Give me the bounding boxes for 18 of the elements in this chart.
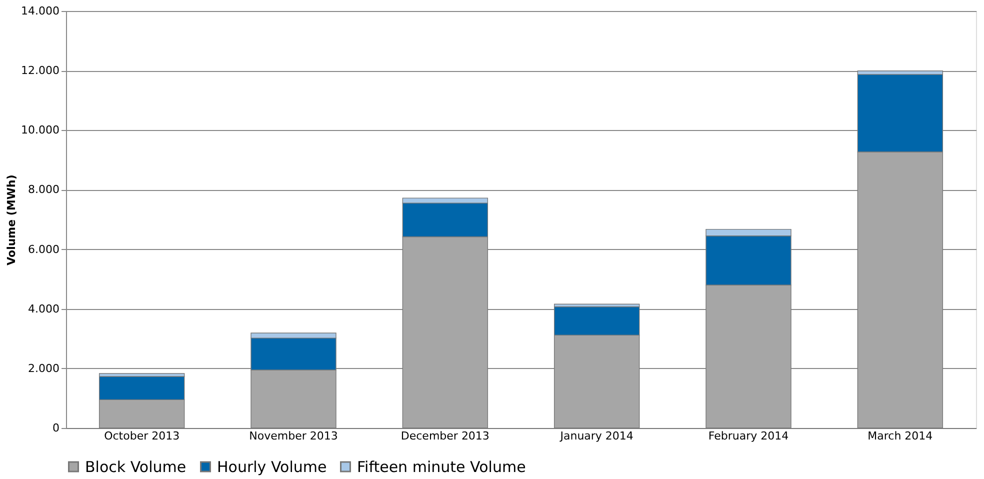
y-tick-label: 2.000 <box>28 362 60 375</box>
x-tick-label: March 2014 <box>868 430 933 442</box>
y-tick-label: 14.000 <box>21 4 60 18</box>
x-tick-label: November 2013 <box>249 430 338 442</box>
legend-label: Hourly Volume <box>217 458 327 476</box>
y-tick-label: 0 <box>52 422 60 434</box>
y-axis-title: Volume (MWh) <box>5 174 18 266</box>
x-tick-label: February 2014 <box>708 430 789 442</box>
x-tick-label: January 2014 <box>559 430 634 442</box>
legend-label: Block Volume <box>85 458 186 476</box>
x-tick-label: December 2013 <box>400 430 490 442</box>
x-tick-label: October 2013 <box>104 430 180 442</box>
y-tick-label: 12.000 <box>21 64 60 78</box>
legend-label: Fifteen minute Volume <box>357 458 526 476</box>
y-tick-label: 8.000 <box>28 183 60 196</box>
y-tick-label: 4.000 <box>28 302 60 316</box>
y-tick-label: 6.000 <box>28 242 60 256</box>
y-tick-label: 10.000 <box>21 124 60 137</box>
